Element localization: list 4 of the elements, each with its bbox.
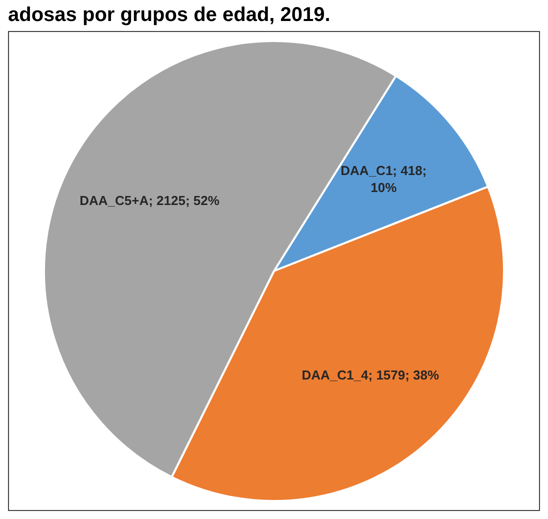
- slice-label: DAA_C1; 418; 10%: [340, 162, 427, 195]
- slice-label: DAA_C5+A; 2125; 52%: [80, 193, 220, 208]
- chart-title: adosas por grupos de edad, 2019.: [8, 4, 332, 27]
- slice-label: DAA_C1_4; 1579; 38%: [302, 368, 440, 383]
